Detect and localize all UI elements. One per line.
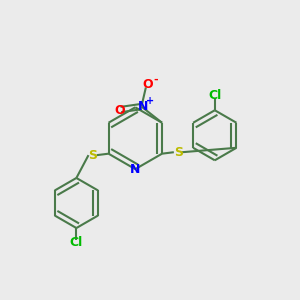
Text: O: O	[142, 78, 153, 91]
Text: Cl: Cl	[70, 236, 83, 249]
Text: N: N	[138, 100, 148, 113]
Text: S: S	[174, 146, 183, 159]
Text: Cl: Cl	[208, 89, 221, 102]
Text: S: S	[88, 149, 97, 162]
Text: +: +	[146, 96, 154, 106]
Text: N: N	[130, 163, 140, 176]
Text: -: -	[153, 74, 158, 85]
Text: O: O	[114, 104, 125, 118]
